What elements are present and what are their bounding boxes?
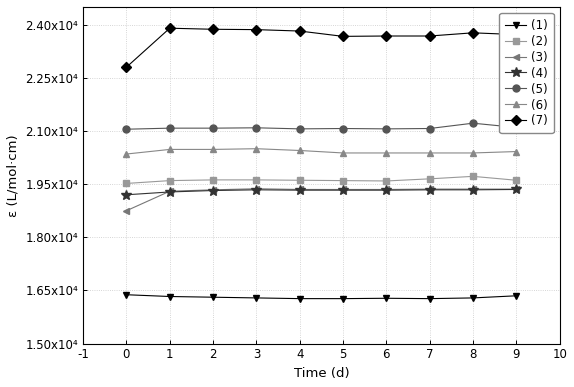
(4) (253, 187, 260, 192)
(7) (340, 34, 347, 39)
(3) (253, 187, 260, 191)
(3) (513, 187, 519, 192)
(5) (426, 126, 433, 131)
(1) (426, 296, 433, 301)
(5) (470, 121, 476, 125)
(1) (470, 296, 476, 300)
(1) (513, 293, 519, 298)
(2) (166, 178, 173, 183)
(5) (296, 127, 303, 131)
(7) (383, 34, 390, 38)
(4) (123, 192, 130, 197)
(4) (383, 188, 390, 192)
Line: (7): (7) (123, 25, 520, 71)
(2) (470, 174, 476, 179)
Line: (4): (4) (122, 185, 521, 200)
(7) (166, 26, 173, 31)
(5) (166, 126, 173, 130)
(2) (210, 178, 216, 182)
(7) (513, 32, 519, 37)
(7) (426, 34, 433, 38)
(6) (166, 147, 173, 152)
(6) (210, 147, 216, 152)
(5) (383, 127, 390, 131)
(1) (166, 294, 173, 299)
(2) (296, 178, 303, 183)
Line: (1): (1) (123, 291, 520, 302)
(3) (210, 187, 216, 192)
(3) (340, 187, 347, 192)
(6) (513, 149, 519, 154)
(3) (470, 187, 476, 192)
(5) (253, 125, 260, 130)
(7) (470, 31, 476, 35)
(7) (123, 65, 130, 70)
Line: (3): (3) (123, 185, 520, 214)
(6) (340, 151, 347, 155)
(1) (383, 296, 390, 301)
(5) (210, 126, 216, 130)
(5) (340, 126, 347, 131)
(2) (426, 176, 433, 181)
X-axis label: Time (d): Time (d) (293, 367, 349, 380)
(5) (123, 127, 130, 132)
Line: (5): (5) (123, 120, 520, 133)
(1) (253, 296, 260, 300)
(3) (123, 209, 130, 213)
(4) (340, 188, 347, 192)
(2) (383, 179, 390, 183)
(2) (123, 181, 130, 186)
(4) (426, 187, 433, 192)
(2) (253, 178, 260, 182)
(4) (470, 187, 476, 192)
(4) (210, 188, 216, 193)
(2) (340, 178, 347, 183)
Y-axis label: ε (L/mol·cm): ε (L/mol·cm) (7, 134, 20, 217)
(7) (210, 27, 216, 32)
(6) (123, 152, 130, 156)
(6) (470, 151, 476, 155)
(2) (513, 178, 519, 183)
Line: (6): (6) (123, 145, 520, 158)
(6) (383, 151, 390, 155)
(7) (296, 29, 303, 33)
(1) (296, 296, 303, 301)
(4) (513, 187, 519, 192)
(7) (253, 27, 260, 32)
(1) (210, 295, 216, 300)
(6) (253, 146, 260, 151)
(6) (426, 151, 433, 155)
Legend: (1), (2), (3), (4), (5), (6), (7): (1), (2), (3), (4), (5), (6), (7) (499, 13, 554, 134)
(3) (383, 187, 390, 192)
Line: (2): (2) (123, 173, 520, 187)
(3) (296, 187, 303, 192)
(1) (123, 293, 130, 297)
(3) (166, 189, 173, 194)
(4) (296, 188, 303, 192)
(4) (166, 190, 173, 194)
(1) (340, 296, 347, 301)
(3) (426, 187, 433, 192)
(5) (513, 125, 519, 130)
(6) (296, 148, 303, 153)
